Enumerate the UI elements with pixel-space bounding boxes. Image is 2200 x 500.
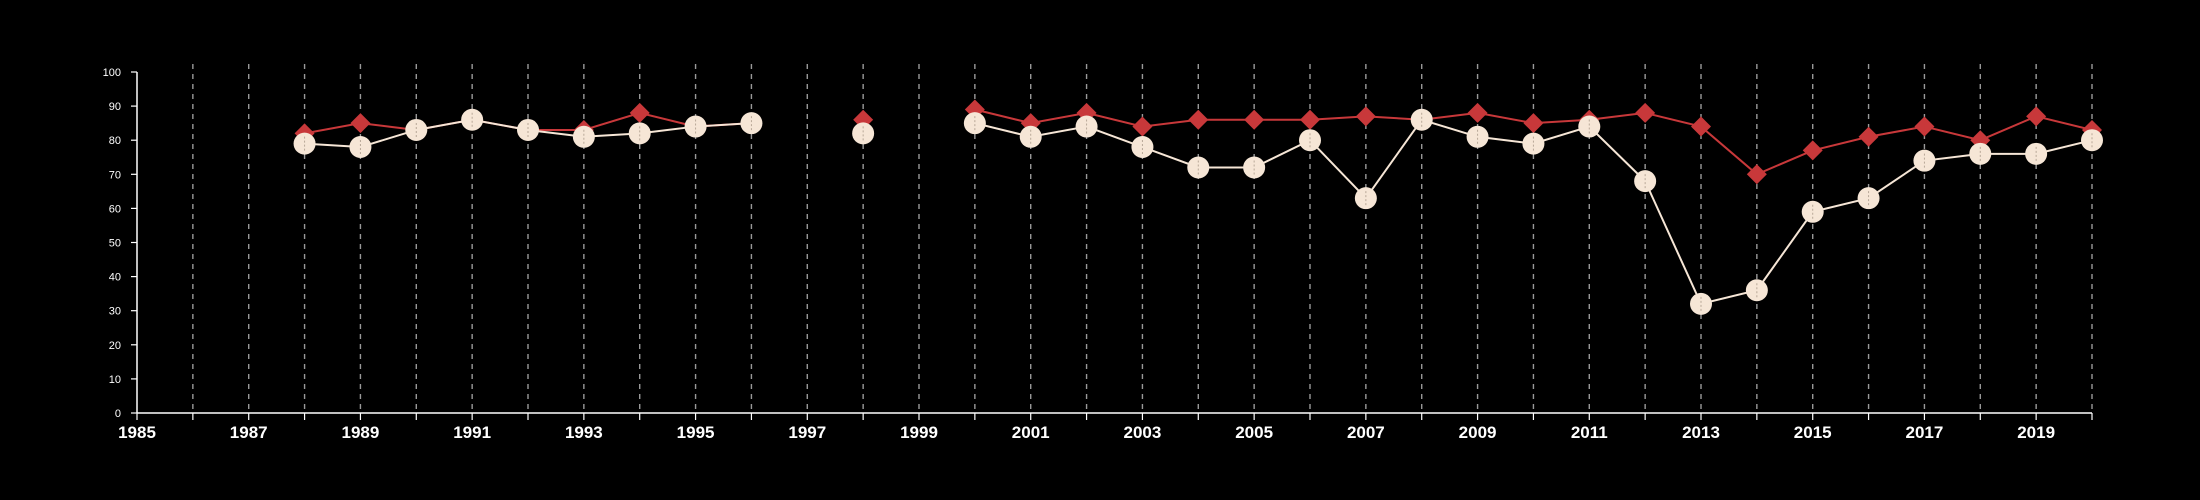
data-point — [740, 112, 763, 135]
data-point — [629, 102, 650, 123]
data-point — [2081, 129, 2103, 152]
data-point — [1131, 136, 1154, 159]
data-point — [1466, 125, 1489, 148]
data-point — [1244, 109, 1265, 130]
data-point — [1299, 129, 1321, 152]
data-point — [461, 108, 484, 131]
data-point — [293, 132, 316, 155]
data-point — [1355, 106, 1376, 127]
data-point — [1634, 170, 1657, 193]
series-2 — [293, 108, 2103, 315]
data-point — [1188, 109, 1209, 130]
x-tick-label: 1985 — [118, 423, 156, 442]
y-tick-label: 70 — [109, 169, 121, 181]
data-point — [517, 118, 539, 141]
data-point — [1578, 115, 1601, 138]
y-tick-label: 60 — [109, 203, 121, 215]
data-point — [1635, 102, 1656, 123]
data-point — [1914, 116, 1935, 137]
data-point — [2025, 142, 2048, 165]
y-tick-label: 40 — [109, 272, 121, 284]
data-point — [684, 115, 707, 138]
y-tick-label: 10 — [109, 374, 121, 386]
x-tick-label: 2005 — [1235, 423, 1273, 442]
x-tick-label: 2017 — [1906, 423, 1944, 442]
x-tick-label: 1993 — [565, 423, 603, 442]
grid-lines — [192, 64, 2093, 413]
data-point — [1857, 187, 1880, 210]
data-point — [628, 122, 651, 145]
data-point — [1745, 279, 1768, 302]
x-tick-label: 2001 — [1012, 423, 1050, 442]
x-tick-label: 2013 — [1682, 423, 1720, 442]
x-tick-label: 2015 — [1794, 423, 1832, 442]
x-tick-label: 1999 — [900, 423, 938, 442]
y-tick-label: 30 — [109, 306, 121, 318]
data-point — [1300, 109, 1320, 130]
y-tick-label: 50 — [109, 238, 121, 250]
data-point — [1410, 108, 1433, 131]
data-point — [1913, 149, 1936, 172]
data-point — [1243, 156, 1266, 179]
x-tick-label: 1987 — [230, 423, 268, 442]
y-tick-label: 100 — [103, 67, 121, 79]
x-tick-label: 1995 — [677, 423, 715, 442]
data-point — [1691, 116, 1711, 137]
y-tick-label: 80 — [109, 135, 121, 147]
axes: 0 10 20 30 40 50 60 70 80 90 100 1985 1987 1989 1991 19… — [103, 67, 2093, 442]
y-tick-label: 90 — [109, 101, 121, 113]
x-tick-label: 1991 — [453, 423, 491, 442]
data-point — [1746, 164, 1767, 185]
x-tick-label: 2011 — [1571, 423, 1608, 442]
data-point — [1132, 116, 1153, 137]
data-point — [1187, 156, 1210, 179]
data-point — [1354, 187, 1377, 210]
data-point — [1690, 292, 1712, 315]
x-tick-label: 1997 — [788, 423, 826, 442]
series-layer — [293, 99, 2103, 315]
data-point — [1522, 132, 1545, 155]
data-point — [1858, 126, 1879, 147]
data-point — [2026, 106, 2047, 127]
x-tick-label: 2019 — [2017, 423, 2055, 442]
x-tick-label: 2007 — [1347, 423, 1385, 442]
x-tick-label: 1989 — [342, 423, 380, 442]
data-point — [349, 136, 372, 159]
y-tick-label: 20 — [109, 340, 121, 352]
y-tick-label: 0 — [115, 408, 121, 420]
data-point — [1969, 142, 1992, 165]
data-point — [572, 125, 595, 148]
data-point — [1075, 115, 1098, 138]
data-point — [963, 112, 986, 135]
data-point — [405, 118, 428, 141]
data-point — [852, 122, 875, 145]
data-point — [1801, 200, 1824, 223]
data-point — [1523, 113, 1544, 134]
data-point — [350, 113, 371, 134]
x-tick-label: 2003 — [1124, 423, 1162, 442]
data-point — [1019, 125, 1042, 148]
x-tick-label: 2009 — [1459, 423, 1497, 442]
data-point — [853, 109, 874, 130]
data-point — [1802, 140, 1823, 161]
data-point — [1467, 102, 1488, 123]
